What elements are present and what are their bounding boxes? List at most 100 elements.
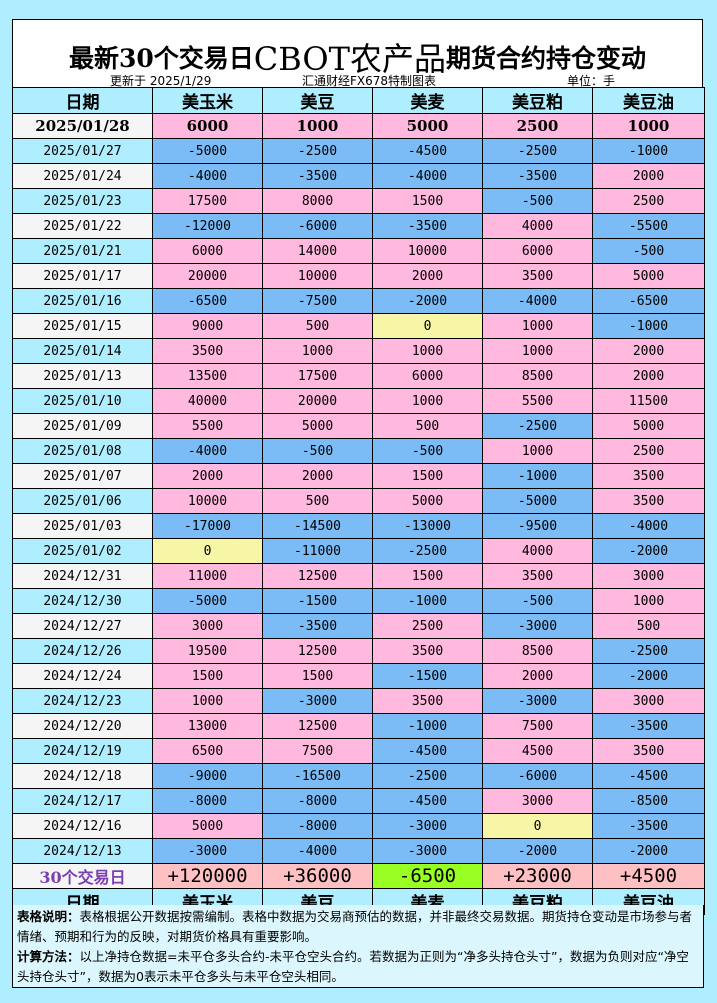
value-cell: -5000 <box>482 488 593 514</box>
value-cell: -3000 <box>482 613 593 639</box>
table-row: 2024/12/19 6500 7500 -4500 4500 3500 <box>12 738 705 764</box>
value-cell: 11500 <box>592 388 705 414</box>
table-row: 2025/01/10 40000 20000 1000 5500 11500 <box>12 388 705 414</box>
value-cell: 1000 <box>592 588 705 614</box>
value-cell: 5000 <box>592 263 705 289</box>
value-cell: -3500 <box>592 813 705 839</box>
unit-label: 单位：手 <box>567 74 616 88</box>
date-cell: 2025/01/23 <box>12 188 153 214</box>
desc-text: 表格根据公开数据按需编制。表格中数据为交易商预估的数据，并非最终交易数据。期货持… <box>17 909 693 944</box>
value-cell: -2000 <box>372 288 483 314</box>
total-cell: +36000 <box>262 863 373 889</box>
value-cell: 10000 <box>152 488 263 514</box>
total-cell: +4500 <box>592 863 705 889</box>
value-cell: -1000 <box>592 313 705 339</box>
value-cell: 3500 <box>592 738 705 764</box>
value-cell: 3000 <box>592 688 705 714</box>
value-cell: 9000 <box>152 313 263 339</box>
value-cell: 12500 <box>262 713 373 739</box>
value-cell: 10000 <box>372 238 483 264</box>
column-header: 美麦 <box>372 87 483 114</box>
date-cell: 2025/01/22 <box>12 213 153 239</box>
table-row: 2024/12/30 -5000 -1500 -1000 -500 1000 <box>12 588 705 614</box>
date-cell: 2025/01/17 <box>12 263 153 289</box>
value-cell: 12500 <box>262 563 373 589</box>
value-cell: 12500 <box>262 638 373 664</box>
value-cell: -4000 <box>152 163 263 189</box>
value-cell: 40000 <box>152 388 263 414</box>
value-cell: -2500 <box>482 413 593 439</box>
value-cell: 5000 <box>372 113 483 139</box>
value-cell: -3500 <box>482 163 593 189</box>
table-row: 2025/01/22 -12000 -6000 -3500 4000 -5500 <box>12 213 705 239</box>
value-cell: -16500 <box>262 763 373 789</box>
table-row: 2025/01/02 0 -11000 -2500 4000 -2000 <box>12 538 705 564</box>
value-cell: 1500 <box>152 663 263 689</box>
updated-date: 更新于 2025/1/29 <box>110 74 212 88</box>
value-cell: -2500 <box>482 138 593 164</box>
value-cell: 2500 <box>482 113 593 139</box>
date-cell: 2024/12/30 <box>12 588 153 614</box>
value-cell: -8000 <box>262 813 373 839</box>
value-cell: -5500 <box>592 213 705 239</box>
date-cell: 2025/01/24 <box>12 163 153 189</box>
totals-label: 30个交易日 <box>12 863 153 889</box>
date-cell: 2025/01/03 <box>12 513 153 539</box>
value-cell: -9000 <box>152 763 263 789</box>
value-cell: -3500 <box>262 163 373 189</box>
value-cell: 6500 <box>152 738 263 764</box>
value-cell: -4000 <box>482 288 593 314</box>
value-cell: -9500 <box>482 513 593 539</box>
value-cell: -14500 <box>262 513 373 539</box>
date-cell: 2025/01/09 <box>12 413 153 439</box>
value-cell: 6000 <box>152 238 263 264</box>
date-cell: 2025/01/21 <box>12 238 153 264</box>
value-cell: 1500 <box>262 663 373 689</box>
value-cell: -8000 <box>262 788 373 814</box>
table-row: 2025/01/14 3500 1000 1000 1000 2000 <box>12 338 705 364</box>
value-cell: 13000 <box>152 713 263 739</box>
value-cell: -3000 <box>152 838 263 864</box>
value-cell: -2000 <box>592 538 705 564</box>
date-cell: 2025/01/14 <box>12 338 153 364</box>
table-row: 2025/01/27 -5000 -2500 -4500 -2500 -1000 <box>12 138 705 164</box>
value-cell: 8500 <box>482 638 593 664</box>
date-cell: 2025/01/13 <box>12 363 153 389</box>
value-cell: 500 <box>262 488 373 514</box>
totals-row: 30个交易日 +120000 +36000 -6500 +23000 +4500 <box>12 863 705 889</box>
value-cell: 2500 <box>592 438 705 464</box>
date-cell: 2025/01/28 <box>12 113 153 139</box>
value-cell: 1000 <box>152 688 263 714</box>
value-cell: 1000 <box>482 313 593 339</box>
table-row: 2024/12/27 3000 -3500 2500 -3000 500 <box>12 613 705 639</box>
value-cell: -7500 <box>262 288 373 314</box>
date-cell: 2024/12/19 <box>12 738 153 764</box>
column-header: 日期 <box>12 87 153 114</box>
value-cell: 2000 <box>482 663 593 689</box>
date-cell: 2024/12/16 <box>12 813 153 839</box>
value-cell: -1500 <box>262 588 373 614</box>
value-cell: -2500 <box>262 138 373 164</box>
table-row: 2025/01/16 -6500 -7500 -2000 -4000 -6500 <box>12 288 705 314</box>
value-cell: -4500 <box>372 738 483 764</box>
positions-table: 日期 美玉米 美豆 美麦 美豆粕 美豆油 2025/01/28 6000 1000 5000 250… <box>12 87 705 915</box>
value-cell: 13500 <box>152 363 263 389</box>
value-cell: -6500 <box>152 288 263 314</box>
value-cell: 5500 <box>482 388 593 414</box>
value-cell: 3000 <box>152 613 263 639</box>
value-cell: -4500 <box>592 763 705 789</box>
value-cell: -11000 <box>262 538 373 564</box>
value-cell: 3500 <box>482 563 593 589</box>
value-cell: -4000 <box>372 163 483 189</box>
value-cell: 2500 <box>372 613 483 639</box>
table-row: 2024/12/18 -9000 -16500 -2500 -6000 -4500 <box>12 763 705 789</box>
value-cell: -500 <box>592 238 705 264</box>
header-row: 日期 美玉米 美豆 美麦 美豆粕 美豆油 <box>12 87 705 114</box>
calc-label: 计算方法： <box>17 949 80 964</box>
value-cell: 7500 <box>482 713 593 739</box>
column-header: 美豆 <box>262 87 373 114</box>
table-row: 2024/12/26 19500 12500 3500 8500 -2500 <box>12 638 705 664</box>
value-cell: 2000 <box>592 363 705 389</box>
table-row: 2025/01/08 -4000 -500 -500 1000 2500 <box>12 438 705 464</box>
value-cell: 2000 <box>592 338 705 364</box>
